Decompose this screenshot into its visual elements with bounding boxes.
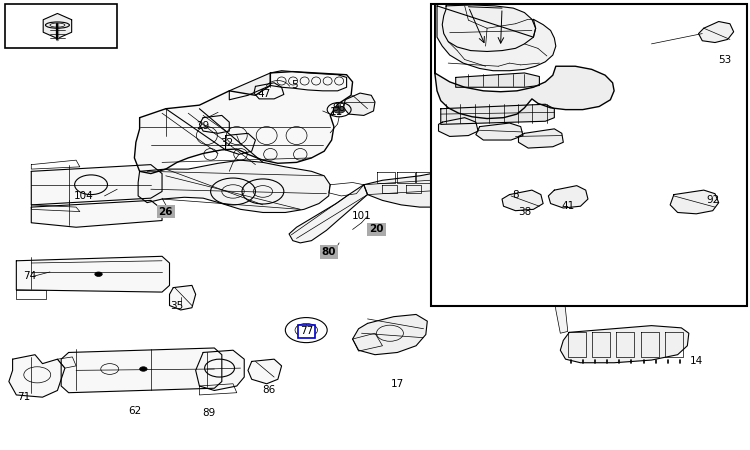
Polygon shape <box>476 123 523 140</box>
Polygon shape <box>200 116 230 133</box>
Text: 29: 29 <box>196 121 210 130</box>
Polygon shape <box>9 355 65 397</box>
Text: 71: 71 <box>17 392 31 402</box>
Text: 101: 101 <box>352 211 371 221</box>
Polygon shape <box>289 185 368 243</box>
Circle shape <box>333 106 345 113</box>
Text: 62: 62 <box>128 405 141 416</box>
Text: 35: 35 <box>170 302 184 311</box>
Polygon shape <box>437 6 556 71</box>
Polygon shape <box>32 200 162 227</box>
Text: 5: 5 <box>291 81 298 90</box>
Polygon shape <box>226 133 256 154</box>
Polygon shape <box>32 165 162 205</box>
Polygon shape <box>441 104 554 124</box>
Polygon shape <box>442 5 536 51</box>
Polygon shape <box>44 14 72 39</box>
Polygon shape <box>271 71 346 91</box>
Polygon shape <box>170 285 196 310</box>
Text: 32: 32 <box>220 138 234 148</box>
Text: 53: 53 <box>718 54 731 64</box>
Text: 8: 8 <box>512 189 519 200</box>
Text: 17: 17 <box>391 379 404 389</box>
Polygon shape <box>496 185 568 333</box>
Text: 26: 26 <box>158 207 173 216</box>
Polygon shape <box>138 160 330 212</box>
Text: 77: 77 <box>300 326 313 337</box>
Text: 47: 47 <box>258 90 271 99</box>
Polygon shape <box>196 350 244 391</box>
Circle shape <box>140 367 147 371</box>
Polygon shape <box>248 359 281 384</box>
Polygon shape <box>560 326 688 363</box>
Text: 104: 104 <box>74 191 94 201</box>
Polygon shape <box>62 348 222 393</box>
Polygon shape <box>230 73 271 100</box>
Polygon shape <box>548 186 588 208</box>
Text: 14: 14 <box>690 356 703 366</box>
Text: 89: 89 <box>202 408 216 418</box>
Polygon shape <box>254 83 284 99</box>
Polygon shape <box>518 129 563 148</box>
Bar <box>5 4 117 48</box>
Bar <box>431 4 747 306</box>
Polygon shape <box>670 190 718 214</box>
Polygon shape <box>502 190 543 211</box>
Text: 41: 41 <box>561 201 574 211</box>
Text: 11: 11 <box>329 107 343 117</box>
Circle shape <box>94 272 102 276</box>
Polygon shape <box>698 22 734 43</box>
Polygon shape <box>16 256 170 292</box>
Text: 80: 80 <box>322 247 336 257</box>
Text: 74: 74 <box>23 271 37 281</box>
Text: 38: 38 <box>518 207 531 216</box>
Polygon shape <box>435 5 614 118</box>
Polygon shape <box>344 93 375 116</box>
Text: 98: 98 <box>332 103 346 113</box>
Polygon shape <box>439 117 478 136</box>
Polygon shape <box>456 73 539 87</box>
Text: 20: 20 <box>369 225 384 234</box>
Polygon shape <box>364 168 498 207</box>
Polygon shape <box>134 72 352 174</box>
Text: 92: 92 <box>706 195 719 205</box>
Text: 86: 86 <box>262 386 275 396</box>
Polygon shape <box>352 315 428 355</box>
